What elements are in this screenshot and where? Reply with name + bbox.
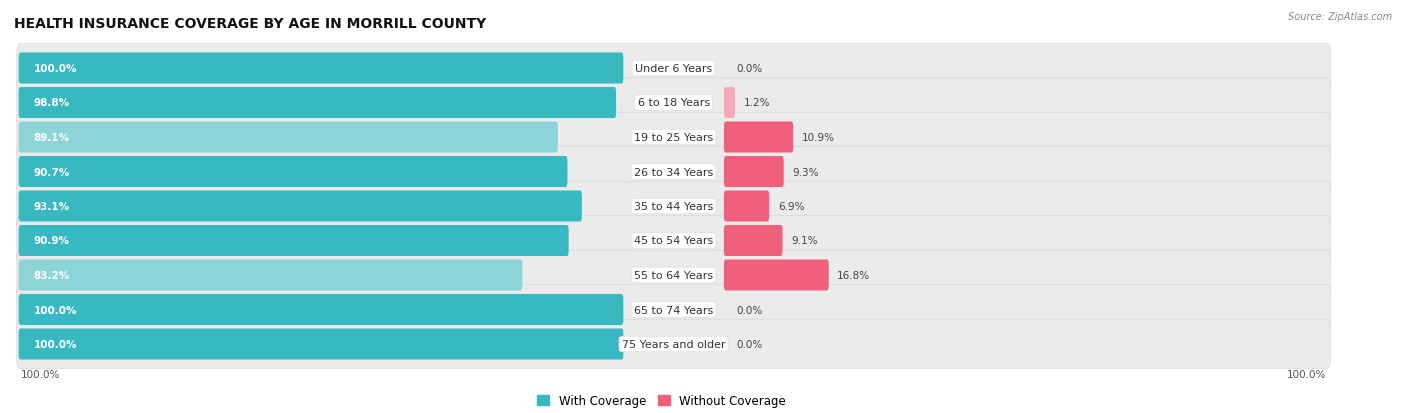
FancyBboxPatch shape bbox=[724, 260, 828, 291]
Text: 16.8%: 16.8% bbox=[837, 271, 870, 280]
FancyBboxPatch shape bbox=[724, 191, 769, 222]
Text: 90.9%: 90.9% bbox=[34, 236, 70, 246]
FancyBboxPatch shape bbox=[18, 329, 623, 360]
Legend: With Coverage, Without Coverage: With Coverage, Without Coverage bbox=[533, 390, 790, 412]
FancyBboxPatch shape bbox=[17, 319, 1330, 369]
Text: 100.0%: 100.0% bbox=[34, 339, 77, 349]
FancyBboxPatch shape bbox=[17, 44, 1330, 94]
Text: 75 Years and older: 75 Years and older bbox=[621, 339, 725, 349]
FancyBboxPatch shape bbox=[17, 113, 1330, 162]
Text: 0.0%: 0.0% bbox=[737, 64, 762, 74]
FancyBboxPatch shape bbox=[17, 285, 1330, 335]
FancyBboxPatch shape bbox=[18, 260, 523, 291]
FancyBboxPatch shape bbox=[17, 182, 1330, 231]
Text: 0.0%: 0.0% bbox=[737, 339, 762, 349]
Text: 83.2%: 83.2% bbox=[34, 271, 70, 280]
Text: 100.0%: 100.0% bbox=[1288, 369, 1327, 379]
FancyBboxPatch shape bbox=[18, 157, 568, 188]
Text: 0.0%: 0.0% bbox=[737, 305, 762, 315]
FancyBboxPatch shape bbox=[724, 157, 783, 188]
Text: 45 to 54 Years: 45 to 54 Years bbox=[634, 236, 713, 246]
Text: Source: ZipAtlas.com: Source: ZipAtlas.com bbox=[1288, 12, 1392, 22]
Text: 100.0%: 100.0% bbox=[34, 305, 77, 315]
Text: 1.2%: 1.2% bbox=[744, 98, 770, 108]
Text: 89.1%: 89.1% bbox=[34, 133, 70, 142]
FancyBboxPatch shape bbox=[18, 88, 616, 119]
FancyBboxPatch shape bbox=[17, 78, 1330, 128]
Text: 98.8%: 98.8% bbox=[34, 98, 70, 108]
Text: 6 to 18 Years: 6 to 18 Years bbox=[637, 98, 710, 108]
FancyBboxPatch shape bbox=[724, 88, 735, 119]
FancyBboxPatch shape bbox=[18, 53, 623, 84]
Text: 6.9%: 6.9% bbox=[778, 202, 804, 211]
FancyBboxPatch shape bbox=[17, 216, 1330, 266]
FancyBboxPatch shape bbox=[17, 251, 1330, 300]
Text: 26 to 34 Years: 26 to 34 Years bbox=[634, 167, 713, 177]
FancyBboxPatch shape bbox=[17, 147, 1330, 197]
Text: 9.3%: 9.3% bbox=[792, 167, 818, 177]
Text: 19 to 25 Years: 19 to 25 Years bbox=[634, 133, 713, 142]
Text: 93.1%: 93.1% bbox=[34, 202, 70, 211]
FancyBboxPatch shape bbox=[18, 122, 558, 153]
FancyBboxPatch shape bbox=[18, 191, 582, 222]
Text: 10.9%: 10.9% bbox=[801, 133, 835, 142]
Text: 55 to 64 Years: 55 to 64 Years bbox=[634, 271, 713, 280]
Text: 100.0%: 100.0% bbox=[34, 64, 77, 74]
FancyBboxPatch shape bbox=[18, 294, 623, 325]
FancyBboxPatch shape bbox=[724, 225, 783, 256]
Text: 35 to 44 Years: 35 to 44 Years bbox=[634, 202, 713, 211]
Text: 90.7%: 90.7% bbox=[34, 167, 70, 177]
Text: HEALTH INSURANCE COVERAGE BY AGE IN MORRILL COUNTY: HEALTH INSURANCE COVERAGE BY AGE IN MORR… bbox=[14, 17, 486, 31]
FancyBboxPatch shape bbox=[18, 225, 568, 256]
Text: Under 6 Years: Under 6 Years bbox=[636, 64, 713, 74]
FancyBboxPatch shape bbox=[724, 122, 793, 153]
Text: 9.1%: 9.1% bbox=[792, 236, 817, 246]
Text: 65 to 74 Years: 65 to 74 Years bbox=[634, 305, 713, 315]
Text: 100.0%: 100.0% bbox=[21, 369, 60, 379]
